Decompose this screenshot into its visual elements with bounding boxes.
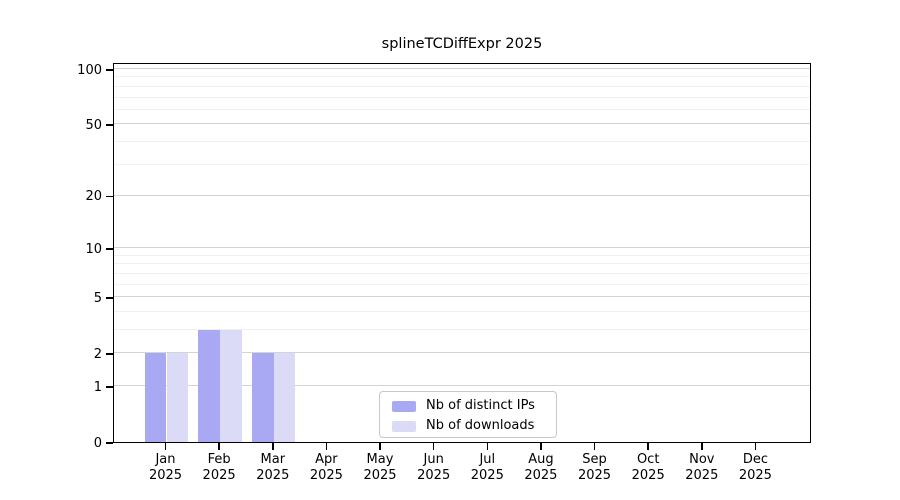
gridline-4 xyxy=(114,310,810,312)
legend-label-distinct-ips: Nb of distinct IPs xyxy=(426,398,535,413)
gridline-100 xyxy=(114,68,810,69)
bar-ips-jan xyxy=(144,353,167,442)
x-tick-label-jun: Jun 2025 xyxy=(417,452,451,483)
x-tick-nov xyxy=(701,443,703,450)
legend-item-distinct-ips: Nb of distinct IPs xyxy=(380,396,556,416)
x-tick-oct xyxy=(647,443,649,450)
x-tick-label-may: May 2025 xyxy=(363,452,397,483)
x-tick-label-jan: Jan 2025 xyxy=(148,452,183,483)
x-tick-dec xyxy=(754,443,757,450)
x-tick-jan xyxy=(164,443,167,450)
y-tick-0 xyxy=(106,442,113,444)
bar-downloads-jan xyxy=(166,353,189,442)
gridline-80 xyxy=(114,85,810,87)
gridline-90 xyxy=(114,76,810,78)
y-tick-label-1: 1 xyxy=(93,379,102,395)
x-tick-label-nov: Nov 2025 xyxy=(685,452,719,483)
y-tick-label-10: 10 xyxy=(85,241,102,257)
x-tick-apr xyxy=(325,443,328,450)
gridline-6 xyxy=(114,283,810,285)
gridline-20 xyxy=(114,194,810,196)
x-tick-label-oct: Oct 2025 xyxy=(631,452,665,483)
gridline-9 xyxy=(114,254,810,256)
y-tick-1 xyxy=(106,386,113,388)
y-tick-label-20: 20 xyxy=(85,189,102,205)
x-tick-feb xyxy=(218,443,220,450)
gridline-2 xyxy=(114,352,810,354)
bar-downloads-feb xyxy=(220,330,242,442)
x-tick-jul xyxy=(486,443,488,450)
x-tick-jun xyxy=(432,443,435,450)
legend-item-downloads: Nb of downloads xyxy=(380,416,556,436)
y-tick-label-0: 0 xyxy=(93,435,102,451)
gridline-10 xyxy=(114,247,810,249)
x-tick-sep xyxy=(593,443,596,450)
y-tick-label-50: 50 xyxy=(85,117,102,133)
gridline-40 xyxy=(114,140,810,142)
y-tick-10 xyxy=(106,248,113,250)
gridline-70 xyxy=(114,96,810,98)
gridline-8 xyxy=(114,263,810,265)
legend: Nb of distinct IPs Nb of downloads xyxy=(379,391,557,438)
legend-label-downloads: Nb of downloads xyxy=(426,418,535,433)
x-tick-label-aug: Aug 2025 xyxy=(524,452,558,483)
ips-color-swatch xyxy=(392,401,416,412)
gridline-50 xyxy=(114,123,810,125)
x-tick-label-feb: Feb 2025 xyxy=(202,452,236,483)
y-tick-20 xyxy=(106,195,113,198)
y-tick-label-2: 2 xyxy=(93,346,102,362)
bar-ips-mar xyxy=(252,353,274,442)
x-tick-label-apr: Apr 2025 xyxy=(309,452,343,483)
bar-downloads-mar xyxy=(273,353,296,442)
gridline-3 xyxy=(114,329,810,330)
plot-area: Nb of distinct IPs Nb of downloads xyxy=(113,63,811,443)
x-tick-aug xyxy=(540,443,542,450)
x-tick-may xyxy=(379,443,381,450)
x-tick-mar xyxy=(272,443,274,450)
y-tick-label-5: 5 xyxy=(93,290,102,306)
x-tick-label-mar: Mar 2025 xyxy=(256,452,290,483)
y-tick-50 xyxy=(106,124,113,126)
x-tick-label-jul: Jul 2025 xyxy=(470,452,504,483)
gridline-5 xyxy=(114,296,810,298)
bar-ips-feb xyxy=(198,330,221,442)
x-tick-label-sep: Sep 2025 xyxy=(577,452,612,483)
y-tick-2 xyxy=(106,353,113,355)
y-tick-5 xyxy=(106,297,113,299)
chart-title: splineTCDiffExpr 2025 xyxy=(381,36,543,52)
gridline-60 xyxy=(114,108,810,110)
y-tick-100 xyxy=(106,69,113,71)
y-tick-label-100: 100 xyxy=(77,62,102,78)
gridline-30 xyxy=(114,163,810,165)
downloads-color-swatch xyxy=(392,421,416,432)
gridline-7 xyxy=(114,272,810,274)
gridline-1 xyxy=(114,385,810,386)
x-tick-label-dec: Dec 2025 xyxy=(738,452,772,483)
